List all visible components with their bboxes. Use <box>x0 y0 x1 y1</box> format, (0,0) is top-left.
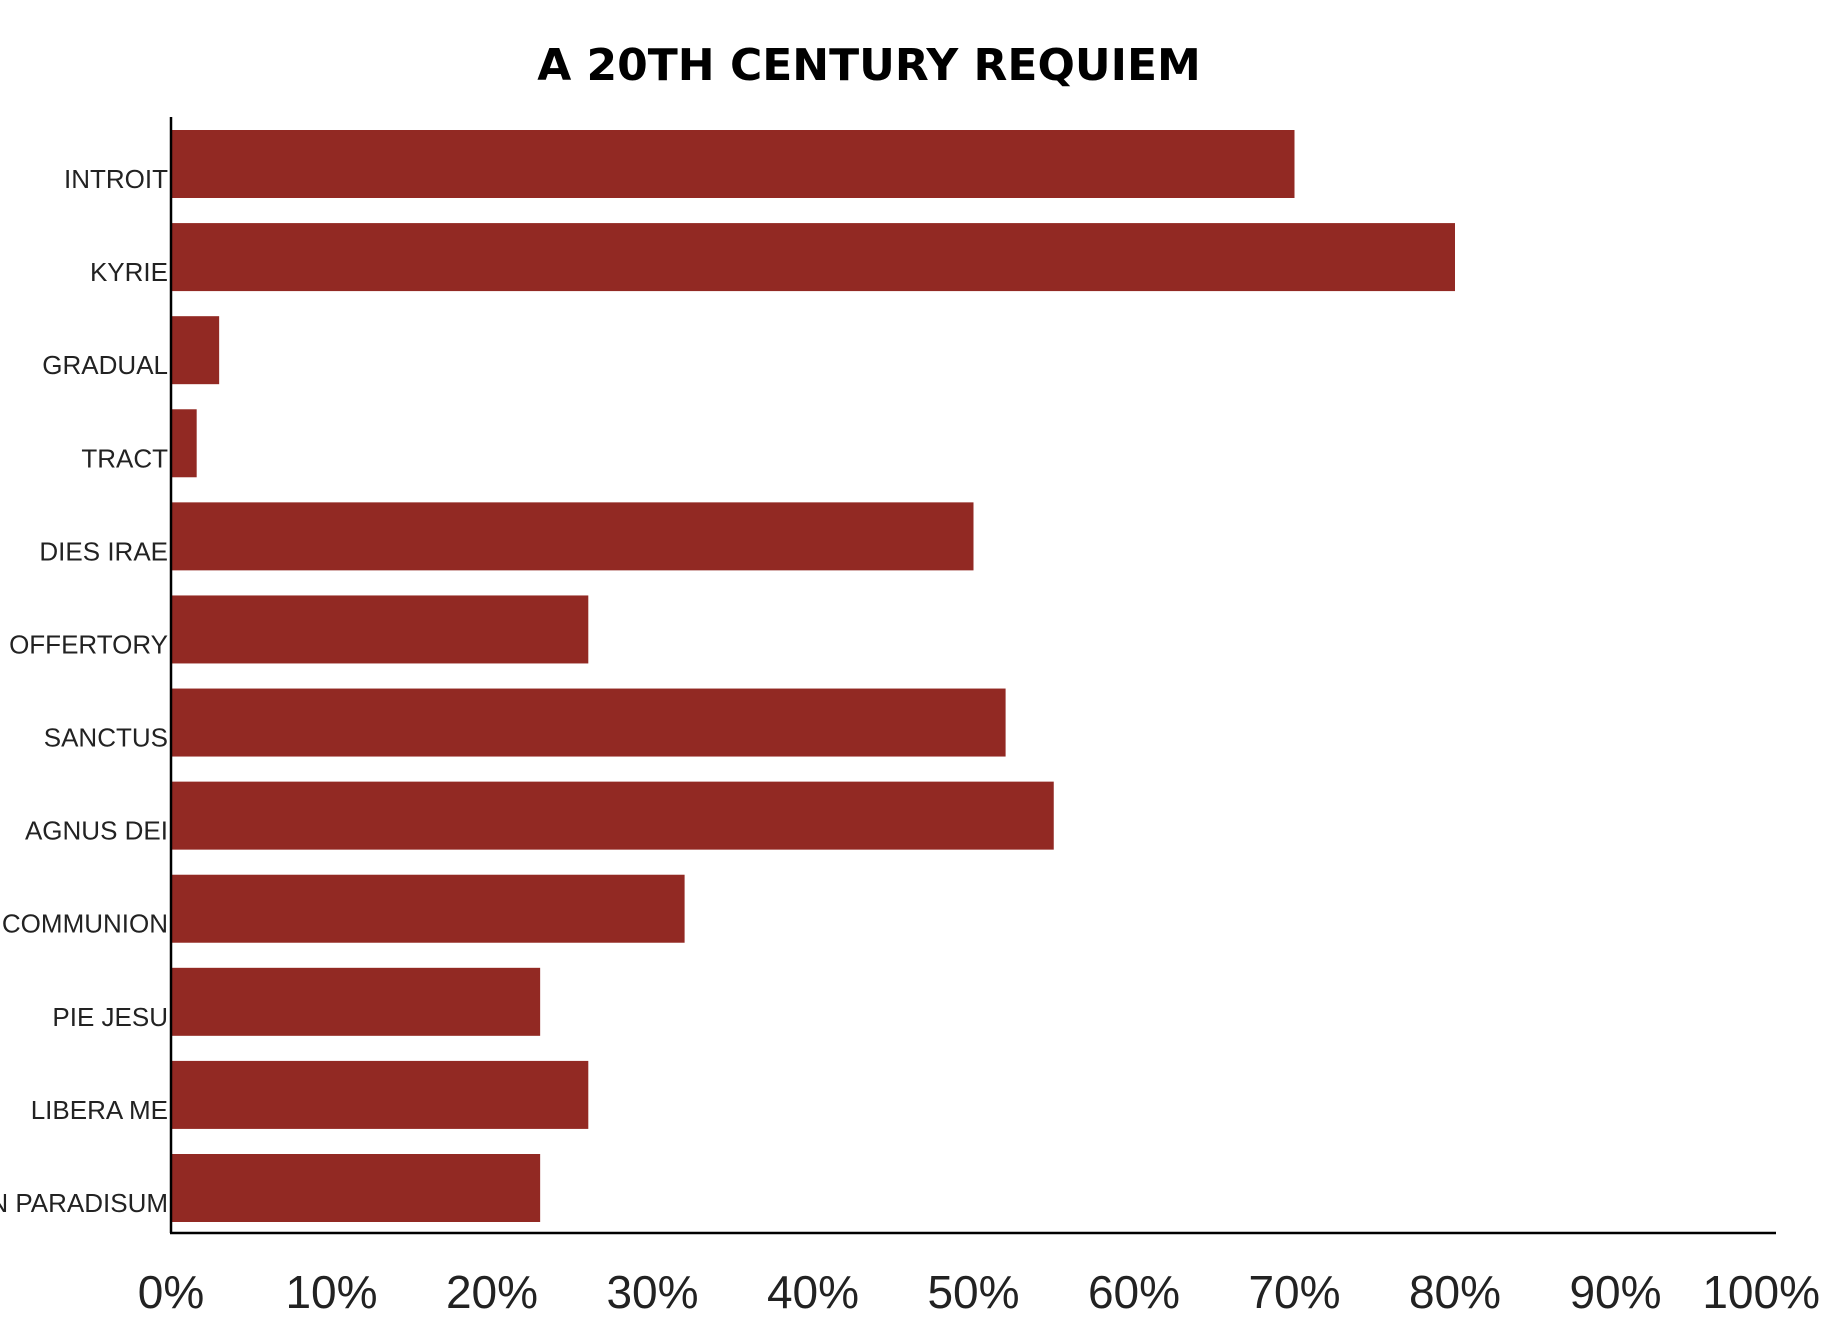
category-label: INTROIT <box>64 164 168 194</box>
x-tick-label: 20% <box>446 1266 538 1318</box>
x-tick-label: 60% <box>1088 1266 1180 1318</box>
x-tick-label: 90% <box>1569 1266 1661 1318</box>
x-tick-label: 70% <box>1248 1266 1340 1318</box>
x-tick-label: 10% <box>285 1266 377 1318</box>
x-tick-label: 40% <box>767 1266 859 1318</box>
category-labels: INTROIT KYRIE GRADUAL TRACT DIES IRAE OFFERTO… <box>0 164 168 1218</box>
bar-tract <box>171 409 197 478</box>
bar-libera-me <box>171 1060 589 1129</box>
bar-in-paradisum <box>171 1154 541 1222</box>
category-label: PIE JESU <box>52 1002 168 1032</box>
category-label: GRADUAL <box>42 350 168 380</box>
bar-introit <box>171 130 1295 198</box>
x-tick-label: 50% <box>927 1266 1019 1318</box>
category-label: COMMUNION <box>2 909 168 939</box>
x-tick-label: 80% <box>1409 1266 1501 1318</box>
bar-gradual <box>171 316 220 385</box>
category-label: TRACT <box>81 443 168 473</box>
bar-agnus-dei <box>171 781 1054 850</box>
bar-offertory <box>171 595 589 664</box>
bars-group <box>171 130 1455 1222</box>
bar-communion <box>171 874 685 943</box>
category-label: LIBERA ME <box>31 1095 168 1125</box>
category-label: AGNUS DEI <box>25 816 168 846</box>
category-label: OFFERTORY <box>9 629 168 659</box>
category-label: IN PARADISUM <box>0 1188 168 1218</box>
x-tick-label: 30% <box>606 1266 698 1318</box>
bar-dies-irae <box>171 502 974 571</box>
x-tick-label: 100% <box>1702 1266 1820 1318</box>
bar-kyrie <box>171 223 1455 292</box>
x-tick-label: 0% <box>138 1266 204 1318</box>
bar-pie-jesu <box>171 967 541 1036</box>
x-tick-labels: 0% 10% 20% 30% 40% 50% 60% 70% 80% 90% 100% <box>138 1266 1820 1318</box>
chart-title: A 20TH CENTURY REQUIEM <box>537 40 1201 91</box>
category-label: KYRIE <box>90 257 168 287</box>
category-label: DIES IRAE <box>39 536 168 566</box>
bar-sanctus <box>171 688 1006 757</box>
category-label: SANCTUS <box>44 723 168 753</box>
